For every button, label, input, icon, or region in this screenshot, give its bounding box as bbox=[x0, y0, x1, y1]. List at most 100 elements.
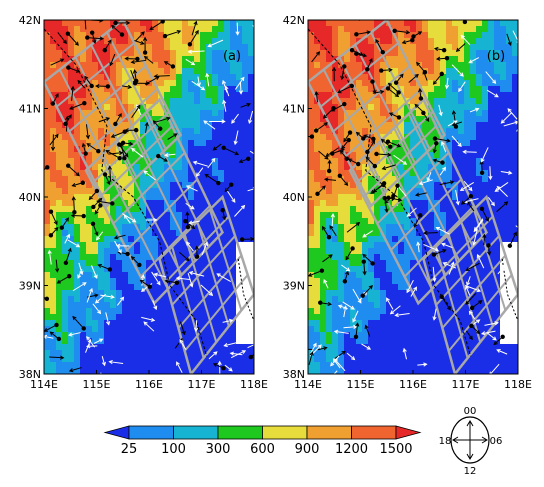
terrain-cell bbox=[398, 62, 405, 69]
terrain-cell bbox=[188, 98, 195, 105]
terrain-cell bbox=[218, 140, 225, 147]
terrain-cell bbox=[188, 56, 195, 63]
wind-vector bbox=[486, 332, 497, 341]
terrain-cell bbox=[416, 74, 423, 81]
terrain-cell bbox=[356, 56, 363, 63]
terrain-cell bbox=[218, 170, 225, 177]
terrain-cell bbox=[110, 50, 117, 57]
terrain-cell bbox=[236, 356, 243, 363]
terrain-cell bbox=[398, 206, 405, 213]
terrain-cell bbox=[50, 278, 57, 285]
terrain-cell bbox=[176, 254, 183, 261]
terrain-cell bbox=[152, 128, 159, 135]
terrain-cell bbox=[224, 134, 231, 141]
wind-vector bbox=[224, 364, 233, 372]
terrain-cell bbox=[368, 152, 375, 159]
station-dot bbox=[120, 140, 126, 146]
terrain-cell bbox=[512, 128, 518, 135]
wind-vector-head bbox=[207, 43, 212, 48]
terrain-cell bbox=[98, 176, 105, 183]
terrain-cell bbox=[374, 62, 381, 69]
terrain-cell bbox=[206, 140, 213, 147]
terrain-cell bbox=[128, 278, 135, 285]
terrain-cell bbox=[422, 326, 429, 333]
terrain-cell bbox=[206, 338, 213, 345]
terrain-cell bbox=[470, 326, 477, 333]
terrain-cell bbox=[128, 44, 135, 51]
terrain-cell bbox=[86, 158, 93, 165]
station-dot bbox=[174, 280, 180, 285]
terrain-cell bbox=[464, 170, 471, 177]
terrain-cell bbox=[170, 290, 177, 297]
terrain-cell bbox=[500, 56, 507, 63]
terrain-cell bbox=[110, 356, 117, 363]
terrain-cell bbox=[392, 266, 399, 273]
wind-vector bbox=[317, 347, 327, 351]
wind-vector bbox=[356, 31, 371, 35]
terrain-cell bbox=[86, 116, 93, 123]
terrain-cell bbox=[248, 260, 254, 267]
terrain-cell bbox=[488, 302, 495, 309]
terrain-cell bbox=[374, 164, 381, 171]
wind-vector bbox=[439, 181, 454, 186]
terrain-cell bbox=[314, 344, 321, 351]
wind-vector-head bbox=[472, 241, 477, 246]
wind-vector bbox=[424, 232, 438, 234]
terrain-cell bbox=[338, 194, 345, 201]
terrain-cell bbox=[230, 134, 237, 141]
terrain-cell bbox=[134, 218, 141, 225]
terrain-cell bbox=[380, 314, 387, 321]
terrain-cell bbox=[428, 272, 435, 279]
terrain-cell bbox=[140, 62, 147, 69]
terrain-cell bbox=[242, 194, 249, 201]
terrain-cell bbox=[398, 248, 405, 255]
wind-vector-head bbox=[514, 120, 518, 125]
terrain-cell bbox=[50, 188, 57, 195]
terrain-cell bbox=[410, 140, 417, 147]
terrain-cell bbox=[86, 368, 93, 374]
terrain-cell bbox=[458, 98, 465, 105]
wind-vector-head bbox=[256, 34, 259, 37]
terrain-cell bbox=[332, 296, 339, 303]
terrain-cell bbox=[158, 278, 165, 285]
terrain-cell bbox=[332, 284, 339, 291]
terrain-cell bbox=[122, 326, 129, 333]
terrain-cell bbox=[320, 170, 327, 177]
terrain-cell bbox=[218, 302, 225, 309]
terrain-cell bbox=[458, 368, 465, 374]
terrain-cell bbox=[314, 260, 321, 267]
terrain-cell bbox=[80, 314, 87, 321]
terrain-cell bbox=[500, 326, 507, 333]
terrain-cell bbox=[338, 230, 345, 237]
terrain-cell bbox=[56, 122, 63, 129]
terrain-cell bbox=[398, 56, 405, 63]
terrain-cell bbox=[116, 218, 123, 225]
terrain-cell bbox=[320, 104, 327, 111]
terrain-cell bbox=[320, 290, 327, 297]
terrain-cell bbox=[182, 122, 189, 129]
terrain-cell bbox=[410, 296, 417, 303]
terrain-cell bbox=[386, 344, 393, 351]
terrain-cell bbox=[356, 266, 363, 273]
wind-vector bbox=[208, 351, 218, 360]
terrain-cell bbox=[434, 146, 441, 153]
terrain-cell bbox=[122, 44, 129, 51]
terrain-cell bbox=[200, 362, 207, 369]
terrain-cell bbox=[380, 164, 387, 171]
terrain-cell bbox=[482, 116, 489, 123]
terrain-cell bbox=[116, 194, 123, 201]
terrain-cell bbox=[170, 314, 177, 321]
terrain-cell bbox=[488, 80, 495, 87]
terrain-cell bbox=[332, 74, 339, 81]
terrain-cell bbox=[434, 62, 441, 69]
terrain-cell bbox=[344, 128, 351, 135]
terrain-cell bbox=[446, 314, 453, 321]
terrain-cell bbox=[314, 170, 321, 177]
terrain-cell bbox=[98, 236, 105, 243]
terrain-cell bbox=[242, 176, 249, 183]
terrain-cell bbox=[224, 278, 231, 285]
terrain-cell bbox=[44, 272, 51, 279]
terrain-cell bbox=[434, 164, 441, 171]
terrain-cell bbox=[182, 212, 189, 219]
